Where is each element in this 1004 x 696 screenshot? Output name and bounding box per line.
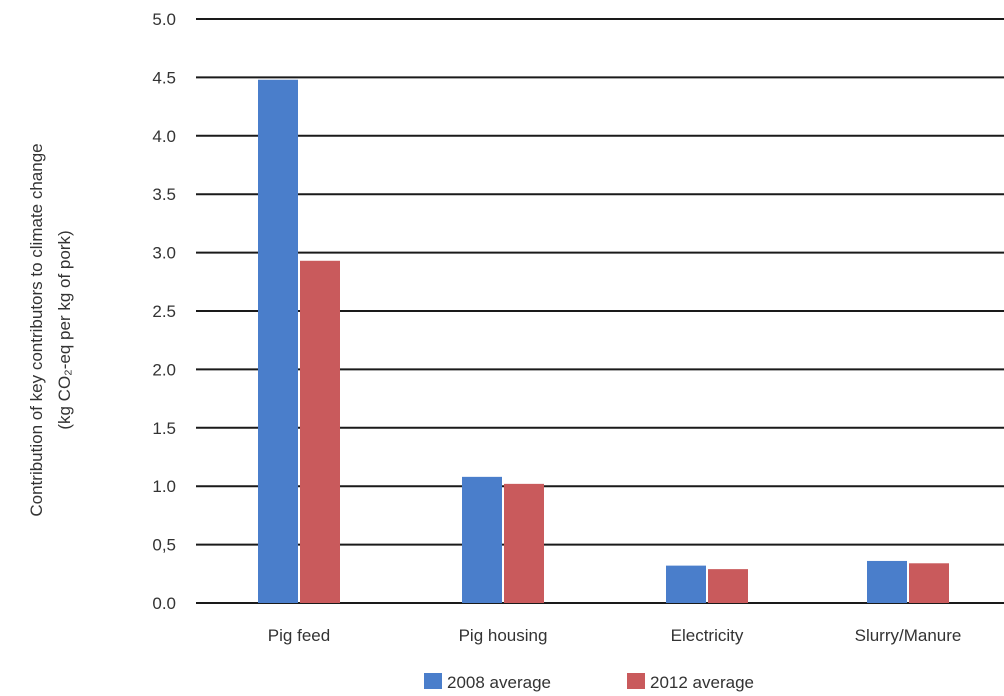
bar-2012-pig-housing [504,483,544,603]
y-tick-label: 1.0 [152,477,176,496]
y-axis-label-units: (kg CO₂-eq per kg of pork) [55,230,74,429]
y-tick-label: 2.5 [152,302,176,321]
y-axis-label: Contribution of key contributors to clim… [27,143,46,516]
bar-2012-pig-feed [300,260,340,603]
bar-2012-electricity [708,569,748,603]
bar-2008-slurry-manure [867,560,907,603]
y-tick-label: 0,5 [152,536,176,555]
bar-2008-electricity [666,565,706,603]
bar-2008-pig-feed [258,79,298,603]
bars [258,79,949,603]
x-category-label: Pig housing [459,626,548,645]
legend-label-2012: 2012 average [650,673,754,692]
y-tick-label: 1.5 [152,419,176,438]
bar-2012-slurry-manure [909,563,949,603]
x-category-label: Slurry/Manure [855,626,962,645]
y-axis-ticks: 0.0 0,5 1.0 1.5 2.0 2.5 3.0 3.5 4.0 4.5 5.0 [152,10,176,613]
y-tick-label: 4.5 [152,68,176,87]
y-tick-label: 2.0 [152,360,176,379]
bar-2008-pig-housing [462,476,502,603]
legend-swatch-2008 [424,673,442,689]
x-axis-categories: Pig feed Pig housing Electricity Slurry/Man… [268,626,962,645]
legend: 2008 average 2012 average [424,673,754,692]
legend-swatch-2012 [627,673,645,689]
y-tick-label: 4.0 [152,127,176,146]
y-tick-label: 0.0 [152,594,176,613]
x-category-label: Electricity [671,626,744,645]
x-category-label: Pig feed [268,626,330,645]
y-tick-label: 3.0 [152,244,176,263]
legend-label-2008: 2008 average [447,673,551,692]
y-tick-label: 3.5 [152,185,176,204]
y-tick-label: 5.0 [152,10,176,29]
